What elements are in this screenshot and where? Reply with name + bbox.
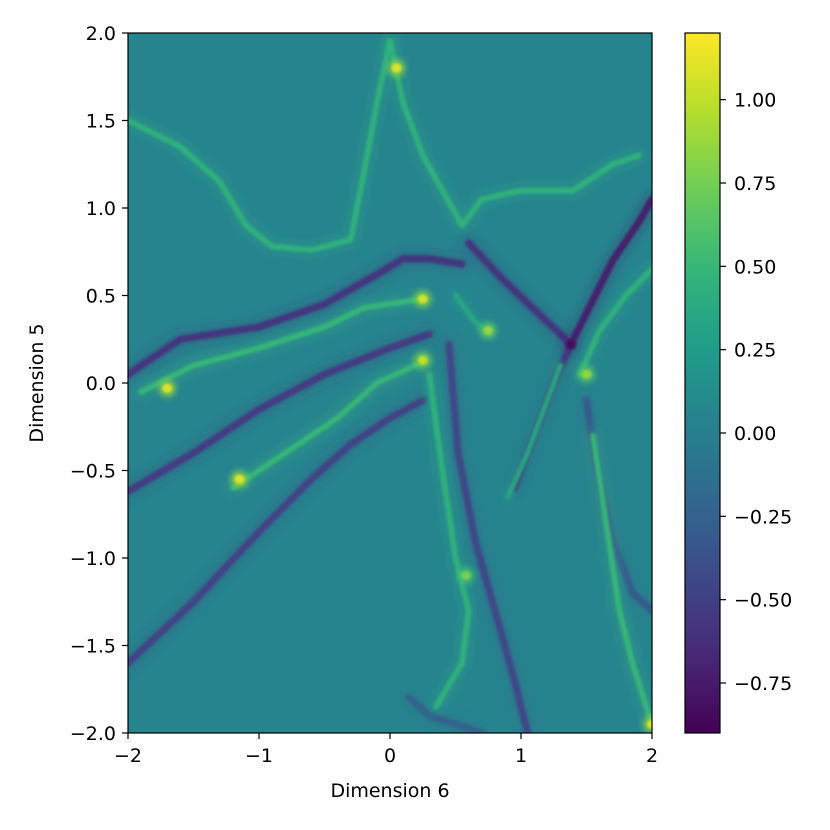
ridge-high-10 [128, 39, 393, 253]
colorbar-tick-label: −0.75 [734, 673, 792, 695]
ridge-low-3 [128, 397, 427, 667]
heatmap-peaks [158, 59, 652, 733]
x-axis: −2 −1 0 1 2 [114, 733, 658, 767]
peak-1 [391, 63, 402, 73]
y-tick-label: −2.0 [70, 723, 116, 745]
ridge-high-14 [426, 371, 472, 710]
ridge-high-12 [138, 296, 426, 395]
peak-2 [417, 294, 428, 304]
colorbar: −0.75 −0.50 −0.25 0.00 0.25 0.50 0.75 1.00 [684, 32, 792, 734]
y-tick-label: 1.0 [86, 198, 116, 220]
ridge-high-18 [505, 362, 564, 500]
ridge-high-16 [590, 432, 652, 728]
y-axis: −2.0 −1.5 −1.0 −0.5 0.0 0.5 1.0 1.5 2.0 [70, 23, 128, 745]
ridge-high-11 [387, 39, 642, 229]
peak-7 [647, 719, 652, 729]
ridge-low-5 [465, 239, 575, 348]
y-axis-label: Dimension 5 [26, 323, 48, 442]
y-tick-label: 2.0 [86, 23, 116, 45]
x-tick-label: 0 [384, 745, 396, 767]
ridge-low-1 [128, 255, 466, 378]
ridge-high-13 [230, 359, 426, 491]
y-tick-label: −0.5 [70, 461, 116, 483]
ridge-low-4 [445, 341, 531, 733]
peak-3 [417, 355, 428, 365]
heatmap-ridges [128, 34, 652, 733]
ridge-low-9 [406, 694, 486, 733]
x-tick-label: −1 [245, 745, 273, 767]
x-axis-label: Dimension 6 [330, 780, 449, 802]
colorbar-tick-label: 1.00 [734, 90, 776, 112]
colorbar-tick-label: 0.75 [734, 173, 776, 195]
peak-5 [234, 474, 245, 484]
colorbar-gradient [685, 33, 720, 733]
peak-9 [460, 571, 471, 580]
ridge-low-2 [128, 330, 433, 495]
ridge-low-6 [567, 195, 652, 348]
colorbar-tick-label: 0.25 [734, 340, 776, 362]
ridge-high-15 [577, 266, 652, 378]
peak-4 [162, 383, 173, 393]
colorbar-ticks: −0.75 −0.50 −0.25 0.00 0.25 0.50 0.75 1.00 [720, 90, 792, 695]
x-tick-label: 2 [646, 745, 658, 767]
colorbar-tick-label: 0.00 [734, 423, 776, 445]
colorbar-tick-label: −0.50 [734, 590, 792, 612]
peak-6 [483, 326, 494, 335]
x-tick-label: −2 [114, 745, 142, 767]
x-tick-label: 1 [515, 745, 527, 767]
y-tick-label: 1.5 [86, 111, 116, 133]
y-tick-label: 0.5 [86, 286, 116, 308]
y-tick-label: −1.0 [70, 548, 116, 570]
colorbar-frame [684, 32, 721, 734]
colorbar-tick-label: −0.25 [734, 506, 792, 528]
colorbar-tick-label: 0.50 [734, 256, 776, 278]
y-tick-label: 0.0 [86, 373, 116, 395]
saddle-point [565, 339, 576, 350]
peak-8 [581, 369, 592, 379]
heatmap-area [128, 33, 652, 733]
y-tick-label: −1.5 [70, 636, 116, 658]
